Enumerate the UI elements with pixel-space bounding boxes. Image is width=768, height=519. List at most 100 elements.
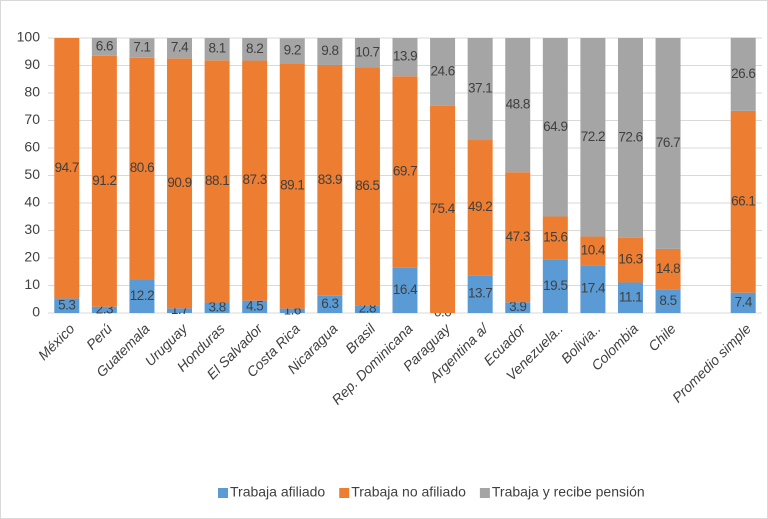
legend-swatch <box>218 488 228 498</box>
legend-swatch <box>479 488 490 498</box>
bar-segment <box>354 67 380 306</box>
data-label: 13.7 <box>468 286 492 301</box>
data-label: 76.7 <box>656 135 680 150</box>
y-tick-label: 20 <box>24 249 40 265</box>
bar-segment <box>204 302 230 313</box>
data-label: 15.6 <box>543 229 567 244</box>
bar-segment <box>54 38 80 299</box>
data-label: 66.1 <box>731 193 755 208</box>
bar-segment <box>655 289 681 313</box>
bar-segment <box>242 38 268 61</box>
bar-segment <box>242 300 268 313</box>
bar-segment <box>167 38 193 59</box>
data-label: 19.5 <box>543 278 567 293</box>
data-label: 8.2 <box>246 41 263 56</box>
legend-label: Trabaja no afiliado <box>351 484 466 500</box>
data-label: 8.1 <box>208 41 225 56</box>
bar-segment <box>392 76 418 268</box>
bar-segment <box>617 38 643 238</box>
data-label: 17.4 <box>581 281 606 296</box>
bar-segment <box>354 38 380 68</box>
bar-segment <box>167 58 193 309</box>
bar-segment <box>655 248 681 290</box>
y-tick-label: 40 <box>24 194 40 210</box>
bar-segment <box>317 38 343 65</box>
data-label: 10.4 <box>581 242 606 257</box>
data-label: 80.6 <box>130 160 154 175</box>
data-label: 6.6 <box>96 38 113 53</box>
bar-segment <box>542 259 568 313</box>
bar-segment <box>467 140 493 276</box>
y-tick-label: 100 <box>17 29 41 45</box>
data-label: 87.3 <box>243 172 267 187</box>
bar-segment <box>204 38 230 61</box>
bar-segment <box>129 38 155 58</box>
bar-segment <box>91 306 117 313</box>
data-label: 86.5 <box>355 178 379 193</box>
y-tick-label: 80 <box>24 84 40 100</box>
bar-segment <box>392 267 418 313</box>
bar-segment <box>242 60 268 301</box>
legend-label: Trabaja y recibe pensión <box>492 484 645 500</box>
data-label: 13.9 <box>393 49 417 64</box>
bar-segment <box>467 275 493 313</box>
data-label: 72.2 <box>581 129 605 144</box>
data-label: 7.4 <box>735 294 753 309</box>
data-label: 49.2 <box>468 199 492 214</box>
data-label: 90.9 <box>167 175 191 190</box>
data-label: 5.3 <box>58 297 75 312</box>
bar-segment <box>167 308 193 313</box>
bar-segment <box>279 38 305 64</box>
bar-segment <box>542 38 568 217</box>
bar-segment <box>430 38 456 106</box>
legend-swatch <box>339 488 350 498</box>
bar-segment <box>505 302 531 313</box>
bar-segment <box>730 292 756 313</box>
data-label: 14.8 <box>656 261 680 276</box>
data-label: 4.5 <box>246 298 263 313</box>
y-tick-label: 10 <box>24 276 40 292</box>
data-label: 47.3 <box>506 229 530 244</box>
bar-segment <box>204 60 230 303</box>
data-label: 24.6 <box>430 63 454 78</box>
data-label: 16.4 <box>393 282 418 297</box>
data-label: 64.9 <box>543 119 567 134</box>
y-tick-label: 30 <box>24 221 40 237</box>
bar-segment <box>580 38 606 237</box>
y-tick-label: 60 <box>24 139 40 155</box>
y-tick-label: 70 <box>24 111 40 127</box>
legend-label: Trabaja afiliado <box>230 484 325 500</box>
bar-segment <box>129 279 155 313</box>
bar-segment <box>354 305 380 313</box>
bar-segment <box>91 55 117 307</box>
bar-segment <box>129 57 155 280</box>
y-tick-label: 50 <box>24 166 40 182</box>
bar-segment <box>730 110 756 293</box>
bar-segment <box>392 38 418 77</box>
bar-segment <box>279 63 305 309</box>
data-label: 75.4 <box>430 201 455 216</box>
bar-segment <box>655 38 681 249</box>
data-label: 7.4 <box>171 40 189 55</box>
bar-segment <box>617 282 643 313</box>
bar-segment <box>317 295 343 313</box>
data-label: 12.2 <box>130 288 154 303</box>
bar-segment <box>617 237 643 283</box>
data-label: 94.7 <box>55 160 79 175</box>
bar-segment <box>505 172 531 303</box>
data-label: 9.8 <box>321 43 338 58</box>
data-label: 88.1 <box>205 173 229 188</box>
data-label: 26.6 <box>731 66 755 81</box>
data-label: 72.6 <box>618 129 642 144</box>
y-tick-label: 90 <box>24 56 40 72</box>
bar-segment <box>279 308 305 313</box>
data-label: 89.1 <box>280 178 304 193</box>
bar-segment <box>542 216 568 260</box>
y-tick-label: 0 <box>32 304 40 320</box>
data-label: 91.2 <box>92 173 116 188</box>
data-label: 6.3 <box>321 296 338 311</box>
data-label: 10.7 <box>355 44 379 59</box>
data-label: 48.8 <box>506 97 530 112</box>
bar-segment <box>467 38 493 141</box>
